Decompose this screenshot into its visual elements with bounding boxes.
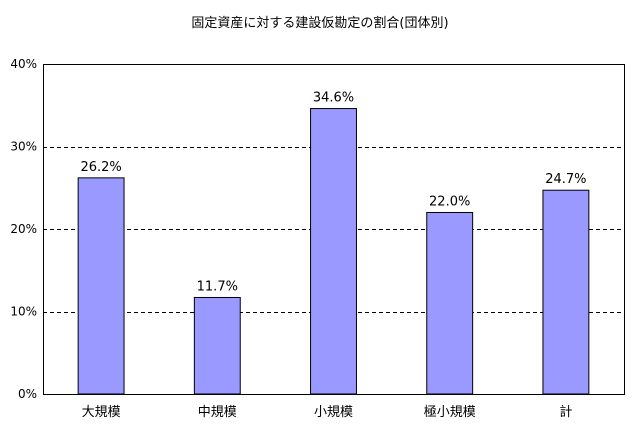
x-tick-label: 小規模 [314,405,353,420]
bar [193,296,241,395]
y-tick-label: 40% [10,57,37,71]
axes: 大規模 中規模 小規模 極小規模 計 0% 10% 20% 30% 40% [10,57,625,420]
bars [77,108,590,395]
data-label: 26.2% [80,160,121,175]
data-label: 24.7% [545,172,586,187]
value-labels: 26.2% 11.7% 34.6% 22.0% 24.7% [80,91,586,295]
data-label: 34.6% [313,91,354,106]
bar [310,108,357,395]
x-tick-label: 大規模 [82,405,121,420]
bar [426,212,474,395]
bar [77,177,125,395]
plot-frame [43,64,625,395]
x-tick-label: 極小規模 [424,404,476,420]
y-tick-label: 20% [10,222,37,236]
data-label: 22.0% [429,195,470,210]
chart-title: 固定資産に対する建設仮勘定の割合(団体別) [191,15,448,31]
y-tick-label: 30% [10,140,37,154]
data-label: 11.7% [197,279,238,294]
y-tick-label: 10% [10,305,37,319]
y-tick-label: 0% [18,387,37,401]
x-tick-label: 計 [559,404,572,420]
x-tick-label: 中規模 [198,405,237,420]
bar [542,189,590,395]
